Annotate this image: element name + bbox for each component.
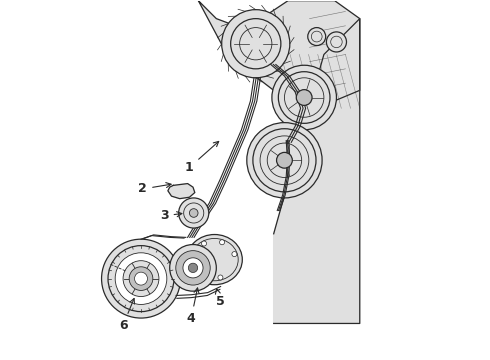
Circle shape <box>198 271 203 276</box>
Circle shape <box>170 244 216 291</box>
Polygon shape <box>198 1 360 108</box>
Text: 1: 1 <box>185 141 219 174</box>
Text: 4: 4 <box>187 288 199 325</box>
Circle shape <box>276 152 293 168</box>
Circle shape <box>247 123 322 198</box>
Circle shape <box>192 255 196 260</box>
Ellipse shape <box>187 234 243 285</box>
Circle shape <box>221 10 290 78</box>
Text: 3: 3 <box>160 210 182 222</box>
Circle shape <box>188 263 197 273</box>
Circle shape <box>201 241 206 246</box>
Circle shape <box>176 251 210 285</box>
Circle shape <box>308 28 326 45</box>
Text: 2: 2 <box>138 183 171 195</box>
Circle shape <box>190 209 198 217</box>
Circle shape <box>296 90 312 105</box>
Circle shape <box>220 240 224 245</box>
Circle shape <box>115 253 167 305</box>
Text: 5: 5 <box>216 289 224 309</box>
Text: 6: 6 <box>119 298 134 332</box>
Circle shape <box>179 198 209 228</box>
Circle shape <box>135 272 147 285</box>
Circle shape <box>218 275 223 280</box>
Circle shape <box>326 32 346 52</box>
Circle shape <box>183 258 203 278</box>
Circle shape <box>101 239 180 318</box>
Polygon shape <box>274 19 360 323</box>
Circle shape <box>232 252 237 257</box>
Circle shape <box>272 65 337 130</box>
Polygon shape <box>168 184 195 199</box>
Circle shape <box>129 267 153 291</box>
Circle shape <box>123 261 159 297</box>
